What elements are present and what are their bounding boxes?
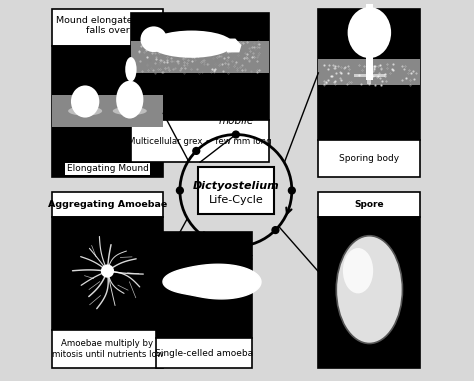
Bar — [319, 192, 420, 217]
Polygon shape — [163, 264, 261, 299]
Text: Multicellular grex ~ few mm long: Multicellular grex ~ few mm long — [128, 137, 272, 146]
Ellipse shape — [140, 26, 167, 52]
Bar — [367, 70, 371, 84]
Ellipse shape — [150, 30, 233, 58]
Ellipse shape — [343, 248, 373, 293]
Bar — [52, 192, 163, 217]
Bar — [52, 9, 163, 46]
Bar — [319, 217, 420, 368]
Ellipse shape — [71, 85, 100, 118]
Bar — [131, 41, 269, 73]
Bar — [155, 232, 252, 338]
Bar — [52, 217, 163, 330]
Text: Dictyostelium: Dictyostelium — [192, 181, 279, 191]
Circle shape — [232, 131, 239, 138]
FancyBboxPatch shape — [198, 166, 274, 215]
Text: Aggregating Amoebae: Aggregating Amoebae — [48, 200, 167, 209]
Text: Mitosis: Mitosis — [218, 253, 254, 263]
Ellipse shape — [101, 264, 114, 278]
Bar — [319, 9, 420, 140]
Circle shape — [176, 187, 183, 194]
Bar — [155, 338, 252, 368]
Polygon shape — [231, 281, 254, 291]
Text: Life-Cycle: Life-Cycle — [209, 195, 263, 205]
Circle shape — [232, 243, 239, 250]
Ellipse shape — [116, 81, 144, 118]
Bar — [354, 74, 384, 77]
Text: Sporing body: Sporing body — [339, 154, 400, 163]
Ellipse shape — [125, 57, 137, 82]
Ellipse shape — [68, 106, 102, 116]
Bar — [52, 46, 163, 177]
Text: mobile: mobile — [218, 116, 254, 126]
Ellipse shape — [347, 7, 391, 58]
Bar — [131, 13, 269, 120]
Text: Spore: Spore — [355, 200, 384, 209]
Text: Elongating Mound: Elongating Mound — [66, 165, 148, 173]
Text: Amoebae multiply by
mitosis until nutrients low: Amoebae multiply by mitosis until nutrie… — [52, 339, 164, 359]
Bar — [52, 94, 163, 127]
Circle shape — [193, 147, 200, 154]
Circle shape — [272, 227, 279, 234]
Bar — [366, 4, 373, 80]
Ellipse shape — [113, 107, 147, 115]
Bar — [52, 330, 163, 368]
Bar — [319, 140, 420, 177]
Circle shape — [289, 187, 295, 194]
Bar — [319, 59, 420, 85]
Polygon shape — [228, 39, 241, 52]
Bar — [131, 120, 269, 162]
Ellipse shape — [336, 236, 402, 344]
Text: Mound elongates and
falls over: Mound elongates and falls over — [56, 16, 159, 35]
Text: Single-celled amoeba: Single-celled amoeba — [155, 349, 253, 358]
